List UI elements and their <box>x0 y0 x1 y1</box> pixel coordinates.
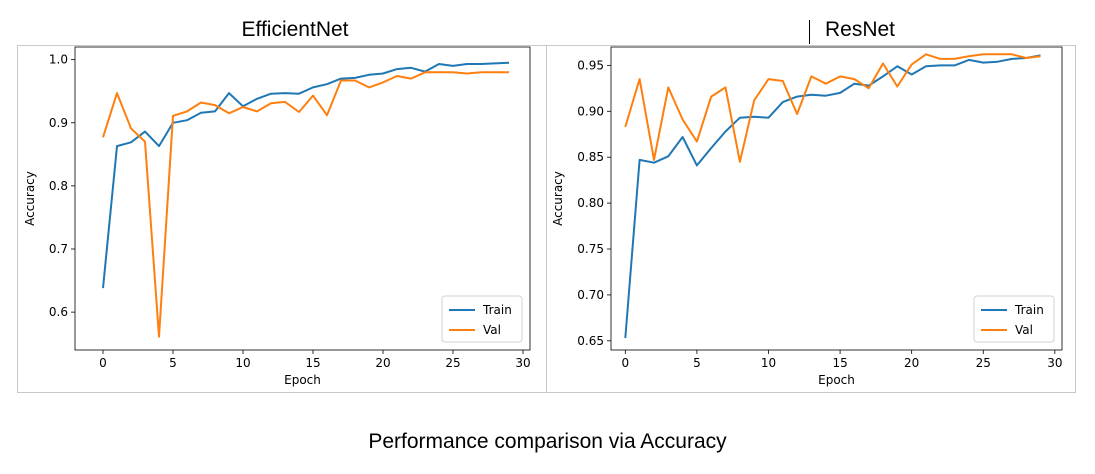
resnet-xtick-label: 30 <box>1047 356 1062 370</box>
resnet-xaxis-label: Epoch <box>818 373 855 387</box>
resnet-ytick-label: 0.95 <box>577 58 604 72</box>
efficientnet-legend-label-train: Train <box>482 303 512 317</box>
figure-caption: Performance comparison via Accuracy <box>368 430 727 453</box>
resnet-xtick-label: 15 <box>832 356 847 370</box>
resnet-ytick-label: 0.75 <box>577 242 604 256</box>
efficientnet-xtick-label: 5 <box>169 356 177 370</box>
resnet-legend-label-val: Val <box>1015 323 1033 337</box>
resnet-ytick-label: 0.90 <box>577 104 604 118</box>
efficientnet-series-val-line <box>102 71 509 338</box>
text-cursor <box>809 20 810 44</box>
chart-title-efficientnet: EfficientNet <box>241 18 349 41</box>
resnet-ytick-label: 0.80 <box>577 196 604 210</box>
resnet-ytick-label: 0.65 <box>577 334 604 348</box>
efficientnet-xtick-label: 20 <box>375 356 390 370</box>
efficientnet-series-train-line <box>102 61 510 289</box>
efficientnet-ytick-label: 1.0 <box>49 53 68 67</box>
chart-title-resnet: ResNet <box>824 18 896 41</box>
efficientnet-yaxis-label: Accuracy <box>23 171 37 226</box>
resnet-legend-label-train: Train <box>1014 303 1044 317</box>
resnet-xtick-label: 0 <box>621 356 629 370</box>
resnet-series-train-line <box>624 54 1041 339</box>
resnet-xtick-label: 10 <box>761 356 776 370</box>
efficientnet-ytick-label: 0.6 <box>49 305 68 319</box>
efficientnet-xtick-label: 25 <box>445 356 460 370</box>
resnet-xtick-label: 20 <box>904 356 919 370</box>
efficientnet-ytick-label: 0.8 <box>49 179 68 193</box>
resnet-xtick-label: 25 <box>976 356 991 370</box>
efficientnet-xtick-label: 10 <box>235 356 250 370</box>
efficientnet-xaxis-label: Epoch <box>284 373 321 387</box>
efficientnet-xtick-label: 30 <box>515 356 530 370</box>
efficientnet-xtick-label: 15 <box>305 356 320 370</box>
efficientnet-axes-box <box>74 46 531 351</box>
efficientnet-ytick-label: 0.9 <box>49 116 68 130</box>
efficientnet-ytick-label: 0.7 <box>49 242 68 256</box>
resnet-yaxis-label: Accuracy <box>551 171 565 226</box>
resnet-ytick-label: 0.70 <box>577 288 604 302</box>
resnet-ytick-label: 0.85 <box>577 150 604 164</box>
resnet-axes-box <box>610 46 1063 351</box>
efficientnet-legend-label-val: Val <box>483 323 501 337</box>
resnet-xtick-label: 5 <box>693 356 701 370</box>
resnet-series-val-line <box>624 53 1041 163</box>
efficientnet-xtick-label: 0 <box>99 356 107 370</box>
chart-frame-resnet <box>546 45 1076 393</box>
